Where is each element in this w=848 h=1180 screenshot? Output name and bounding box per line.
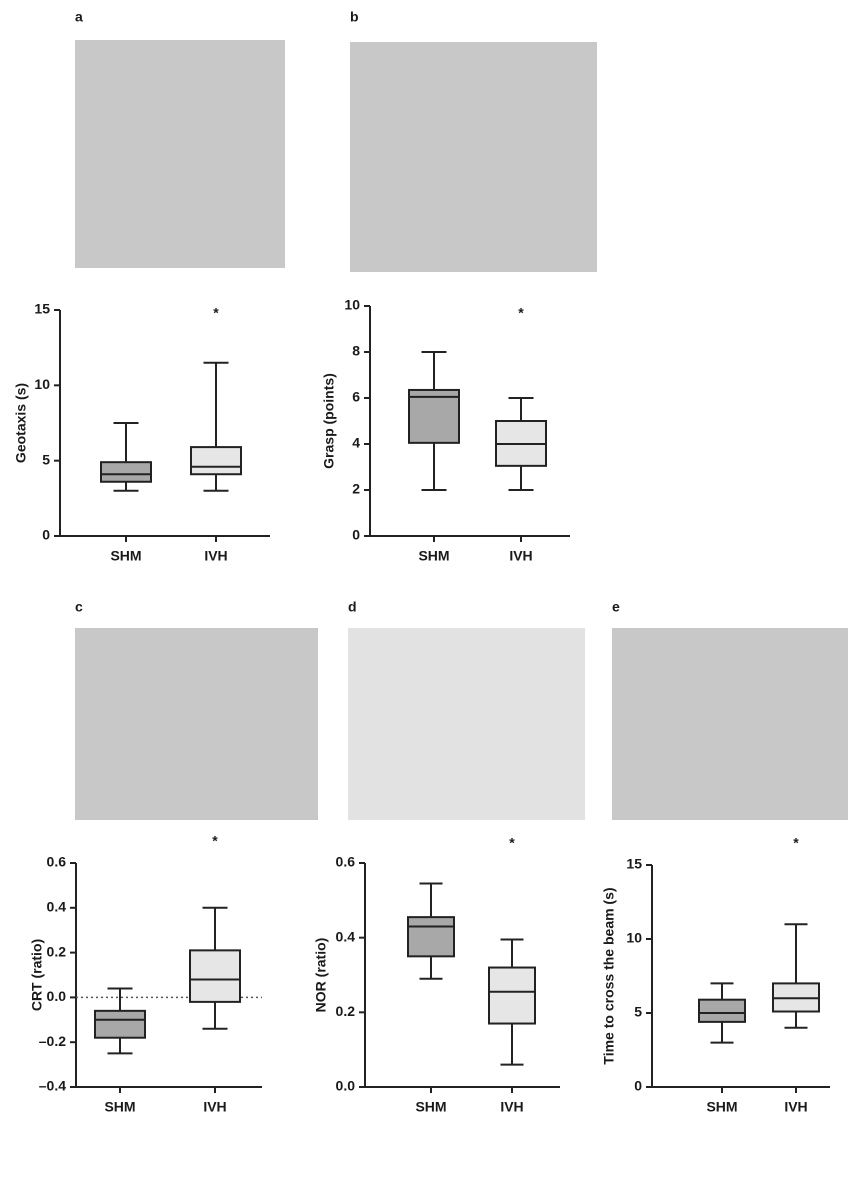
- y-tick-label: 0.2: [336, 1003, 356, 1019]
- box: [409, 390, 459, 443]
- box: [699, 1000, 745, 1022]
- x-tick-label: IVH: [500, 1099, 523, 1115]
- x-tick-label: SHM: [415, 1099, 446, 1115]
- y-tick-label: 0.4: [47, 899, 67, 915]
- x-tick-label: SHM: [110, 548, 141, 564]
- x-tick-label: SHM: [104, 1099, 135, 1115]
- y-tick-label: 0: [634, 1078, 642, 1094]
- photo-geotaxis: [75, 40, 285, 268]
- y-tick-label: 0.4: [336, 928, 356, 944]
- box: [408, 917, 454, 956]
- box: [101, 462, 151, 482]
- x-tick-label: IVH: [509, 548, 532, 564]
- y-axis-label: Time to cross the beam (s): [601, 887, 617, 1064]
- significance-star: *: [518, 305, 524, 321]
- photo-crt: [75, 628, 318, 820]
- y-tick-label: –0.4: [39, 1078, 66, 1094]
- box: [489, 968, 535, 1024]
- x-tick-label: IVH: [204, 548, 227, 564]
- figure: a Geotaxis (s) 0 5 10 15 SHM IVH * b Grasp (points…: [0, 0, 848, 1180]
- y-tick-label: 2: [352, 481, 360, 497]
- y-tick-label: 15: [34, 301, 50, 317]
- y-tick-label: 10: [626, 930, 642, 946]
- panel-label: c: [75, 599, 83, 615]
- panel-label: a: [75, 9, 83, 25]
- y-tick-label: 8: [352, 343, 360, 359]
- box: [95, 1011, 145, 1038]
- photo-nor: [348, 628, 585, 820]
- y-tick-label: 5: [42, 451, 50, 467]
- significance-star: *: [213, 305, 219, 321]
- y-tick-label: 0.0: [336, 1078, 356, 1094]
- y-tick-label: 0.6: [336, 854, 356, 870]
- panel-label: e: [612, 599, 620, 615]
- y-tick-label: 0.0: [47, 988, 67, 1004]
- y-axis-label: NOR (ratio): [313, 938, 329, 1013]
- y-tick-label: 6: [352, 389, 360, 405]
- y-tick-label: 0.2: [47, 943, 67, 959]
- y-tick-label: 10: [34, 376, 50, 392]
- significance-star: *: [212, 833, 218, 849]
- y-tick-label: –0.2: [39, 1033, 66, 1049]
- y-tick-label: 5: [634, 1004, 642, 1020]
- box: [191, 447, 241, 474]
- box: [190, 950, 240, 1002]
- x-tick-label: IVH: [784, 1099, 807, 1115]
- significance-star: *: [509, 835, 515, 851]
- y-tick-label: 0: [42, 527, 50, 543]
- x-tick-label: IVH: [203, 1099, 226, 1115]
- x-tick-label: SHM: [706, 1099, 737, 1115]
- y-axis-label: CRT (ratio): [29, 939, 45, 1011]
- panel-label: d: [348, 599, 357, 615]
- y-tick-label: 15: [626, 856, 642, 872]
- y-tick-label: 4: [352, 435, 360, 451]
- significance-star: *: [793, 835, 799, 851]
- y-tick-label: 0: [352, 527, 360, 543]
- photo-grasp: [350, 42, 597, 272]
- panel-label: b: [350, 9, 359, 25]
- y-tick-label: 10: [344, 297, 360, 313]
- x-tick-label: SHM: [418, 548, 449, 564]
- y-tick-label: 0.6: [47, 854, 67, 870]
- y-axis-label: Grasp (points): [321, 373, 337, 469]
- photo-beam: [612, 628, 848, 820]
- y-axis-label: Geotaxis (s): [13, 383, 29, 463]
